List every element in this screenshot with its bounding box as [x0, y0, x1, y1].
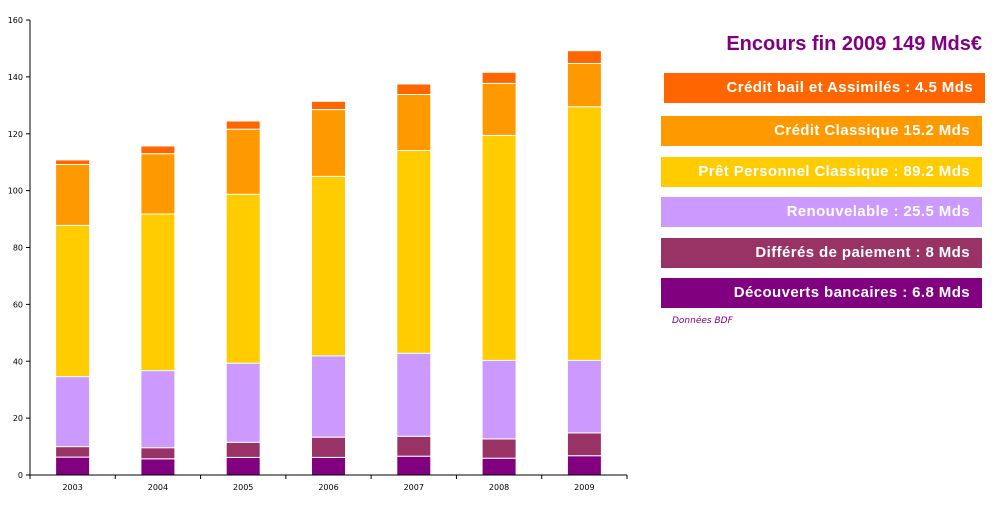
bar-differes-de-paiement-2007: [396, 435, 432, 457]
bar-differes-de-paiement-2005: [225, 441, 261, 458]
bar-pret-personnel-classique-2008: [481, 135, 517, 361]
bar-credit-classique-2005: [225, 128, 261, 195]
bar-credit-bail-et-assimiles-2003: [55, 159, 91, 165]
bar-credit-classique-2008: [481, 82, 517, 136]
legend-item-credit-classique: Crédit Classique 15.2 Mds: [661, 116, 982, 146]
y-tick-label: 120: [8, 130, 23, 139]
bar-credit-classique-2006: [311, 109, 346, 177]
bar-decouverts-bancaires-2003: [55, 456, 91, 476]
source-note: Données BDF: [672, 316, 733, 326]
y-tick-label: 160: [8, 16, 23, 25]
bar-pret-personnel-classique-2004: [140, 213, 176, 372]
stacked-bar-chart: 0 20 40 60 80 100 120 140 160 2003 2004 2005 2006 200…: [8, 16, 628, 492]
bar-decouverts-bancaires-2004: [140, 458, 176, 476]
bar-pret-personnel-classique-2007: [396, 150, 432, 354]
bar-credit-bail-et-assimiles-2004: [140, 145, 176, 155]
bar-renouvelable-2008: [481, 359, 517, 440]
y-tick-label: 140: [8, 73, 23, 82]
x-tick-label-2008: 2008: [489, 483, 509, 492]
x-tick-label-2006: 2006: [318, 483, 338, 492]
bar-decouverts-bancaires-2006: [311, 456, 346, 476]
bar-differes-de-paiement-2009: [566, 432, 602, 457]
bar-credit-classique-2007: [396, 94, 432, 151]
bar-decouverts-bancaires-2007: [396, 455, 432, 476]
x-tick-label-2009: 2009: [574, 483, 594, 492]
bar-decouverts-bancaires-2005: [225, 456, 261, 476]
bar-decouverts-bancaires-2009: [566, 455, 602, 476]
bar-credit-classique-2004: [140, 153, 176, 215]
x-tick-label-2007: 2007: [404, 483, 424, 492]
bar-pret-personnel-classique-2003: [55, 224, 91, 378]
bar-renouvelable-2009: [566, 359, 602, 434]
y-tick-label: 40: [13, 357, 23, 366]
y-tick-label: 100: [8, 187, 23, 196]
y-tick-label: 60: [13, 300, 23, 309]
bar-differes-de-paiement-2003: [55, 446, 91, 458]
bar-pret-personnel-classique-2005: [225, 193, 261, 364]
bar-renouvelable-2003: [55, 376, 91, 448]
x-tick-label-2004: 2004: [148, 483, 168, 492]
y-tick-label: 20: [13, 414, 23, 423]
bar-credit-classique-2003: [55, 164, 91, 226]
bar-renouvelable-2004: [140, 370, 176, 449]
bar-pret-personnel-classique-2009: [566, 106, 602, 361]
bar-differes-de-paiement-2008: [481, 438, 517, 459]
legend-item-renouvelable: Renouvelable : 25.5 Mds: [661, 197, 982, 227]
legend-item-differes: Différés de paiement : 8 Mds: [661, 238, 982, 268]
bars-group: [55, 50, 602, 476]
bar-credit-bail-et-assimiles-2007: [396, 83, 432, 95]
y-tick-label: 0: [18, 471, 23, 480]
bar-renouvelable-2005: [225, 362, 261, 443]
bar-credit-bail-et-assimiles-2006: [311, 100, 346, 111]
bar-renouvelable-2007: [396, 352, 432, 437]
bar-pret-personnel-classique-2006: [311, 175, 346, 357]
bar-credit-bail-et-assimiles-2005: [225, 120, 261, 130]
x-tick-label-2003: 2003: [62, 483, 82, 492]
y-tick-label: 80: [13, 244, 23, 253]
bar-differes-de-paiement-2006: [311, 436, 346, 458]
legend-item-decouverts: Découverts bancaires : 6.8 Mds: [661, 278, 982, 308]
bar-differes-de-paiement-2004: [140, 447, 176, 460]
bar-decouverts-bancaires-2008: [481, 457, 517, 476]
axes-group: 0 20 40 60 80 100 120 140 160 2003 2004 2005 2006 200…: [8, 16, 628, 492]
bar-credit-classique-2009: [566, 63, 602, 108]
legend-item-credit-bail: Crédit bail et Assimilés : 4.5 Mds: [664, 73, 985, 103]
bar-credit-bail-et-assimiles-2009: [566, 50, 602, 65]
x-tick-label-2005: 2005: [233, 483, 253, 492]
bar-credit-bail-et-assimiles-2008: [481, 71, 517, 84]
bar-renouvelable-2006: [311, 355, 346, 438]
legend-title: Encours fin 2009 149 Mds€: [726, 33, 982, 55]
legend-item-pret-personnel: Prêt Personnel Classique : 89.2 Mds: [661, 157, 982, 187]
